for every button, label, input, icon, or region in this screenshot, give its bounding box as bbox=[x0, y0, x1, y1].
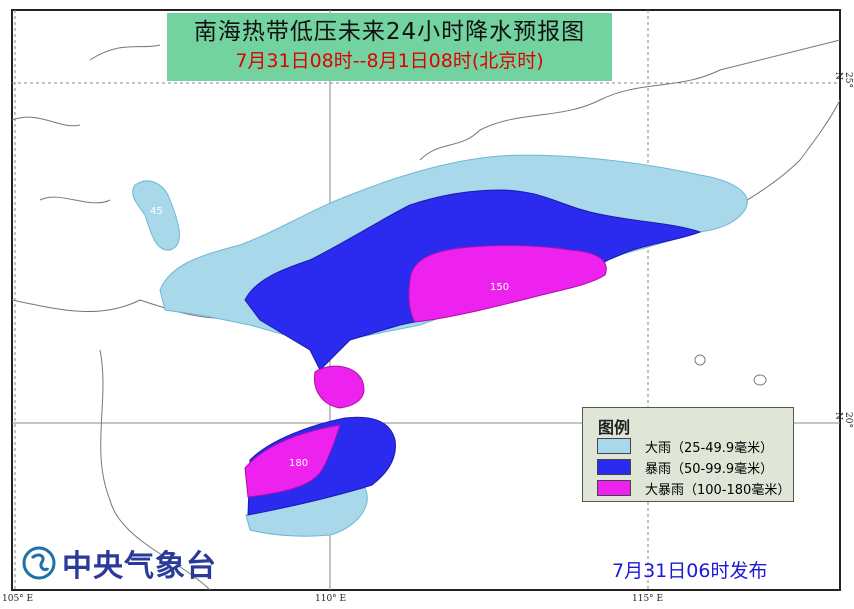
lat-tick-20: 20° N bbox=[833, 412, 853, 428]
cma-logo-icon bbox=[22, 546, 56, 580]
title-box: 南海热带低压未来24小时降水预报图 7月31日08时--8月1日08时(北京时) bbox=[167, 13, 612, 81]
map-title: 南海热带低压未来24小时降水预报图 bbox=[193, 19, 586, 45]
rain-area-torrential-leizhou bbox=[313, 365, 365, 409]
agency-name: 中央气象台 bbox=[62, 549, 217, 584]
forecast-period: 7月31日08时--8月1日08时(北京时) bbox=[235, 50, 544, 72]
issue-time: 7月31日06时发布 bbox=[612, 560, 768, 582]
legend-item-heavy-rain: 大雨（25-49.9毫米） bbox=[597, 437, 774, 456]
legend-label: 大雨（25-49.9毫米） bbox=[645, 440, 774, 456]
lat-tick-25: 25° N bbox=[833, 72, 853, 88]
legend-swatch bbox=[597, 438, 631, 454]
contour-label-180: 180 bbox=[289, 458, 308, 469]
lon-tick-105: 105° E bbox=[2, 594, 34, 604]
legend-item-heavy-rainstorm: 大暴雨（100-180毫米） bbox=[597, 479, 791, 498]
legend-label: 暴雨（50-99.9毫米） bbox=[645, 461, 774, 477]
rain-area-light-small bbox=[132, 180, 180, 251]
legend-label: 大暴雨（100-180毫米） bbox=[645, 482, 791, 498]
legend-item-rainstorm: 暴雨（50-99.9毫米） bbox=[597, 458, 774, 477]
legend-title: 图例 bbox=[598, 418, 631, 437]
legend-swatch bbox=[597, 480, 631, 496]
rain-area-torrential bbox=[408, 245, 607, 323]
legend: 图例 大雨（25-49.9毫米） 暴雨（50-99.9毫米） 大暴雨（100-1… bbox=[582, 407, 794, 502]
contour-label-150: 150 bbox=[490, 282, 509, 293]
legend-swatch bbox=[597, 459, 631, 475]
lon-tick-110: 110° E bbox=[315, 594, 347, 604]
contour-label-45: 45 bbox=[150, 206, 163, 217]
rain-area-torrential-hainan bbox=[244, 424, 341, 498]
lon-tick-115: 115° E bbox=[632, 594, 664, 604]
agency-logo: 中央气象台 bbox=[22, 541, 217, 585]
